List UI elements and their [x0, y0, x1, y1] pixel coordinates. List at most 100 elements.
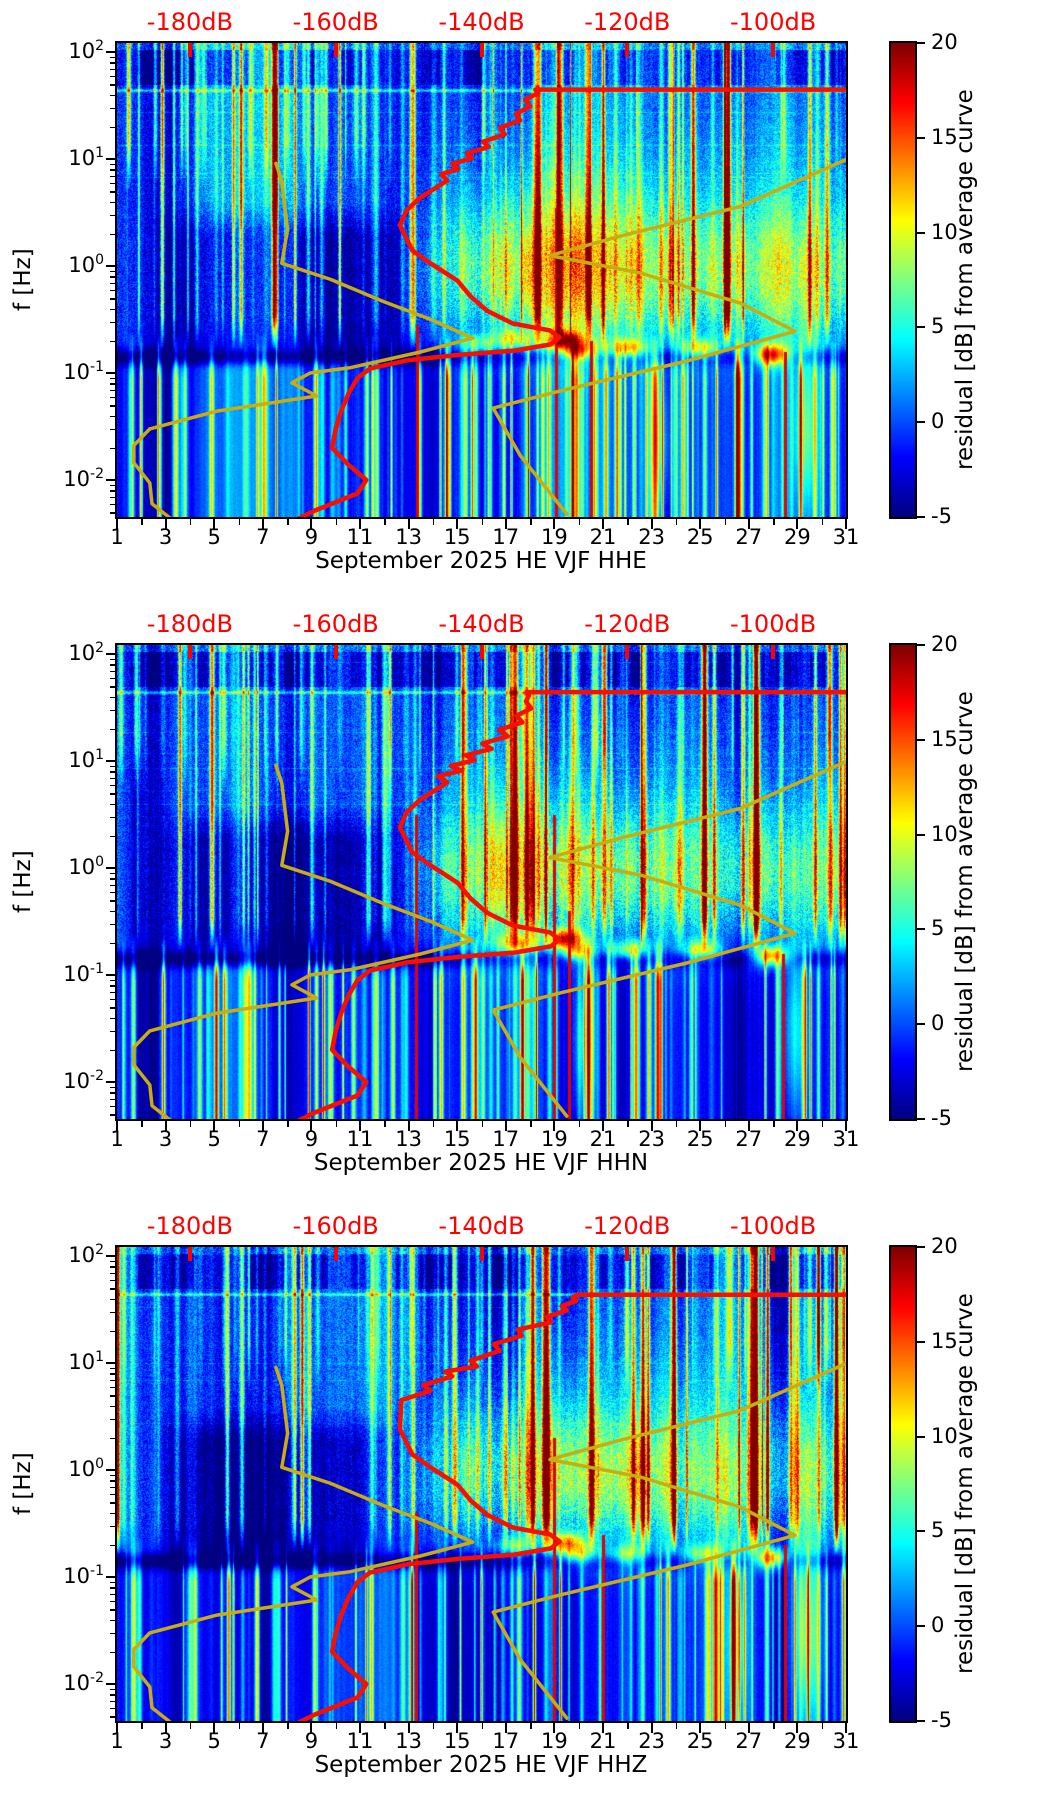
top-db-tick-label: -180dB	[146, 8, 233, 36]
y-minor-tick	[110, 428, 115, 431]
y-axis-title: f [Hz]	[10, 248, 36, 312]
x-major-tick	[747, 519, 750, 529]
top-db-tick	[333, 1247, 338, 1261]
x-major-tick	[845, 1121, 847, 1131]
y-minor-tick	[110, 816, 115, 819]
x-major-tick	[310, 1723, 313, 1733]
y-major-tick	[106, 866, 115, 869]
y-major-tick	[106, 371, 115, 374]
y-major-tick	[106, 478, 115, 481]
colorbar-tick	[917, 516, 925, 518]
y-minor-tick	[110, 321, 115, 324]
colorbar-tick-label: -5	[931, 1106, 952, 1130]
y-minor-tick	[110, 1367, 115, 1370]
x-tick-label: 13	[395, 1127, 422, 1151]
y-minor-tick	[110, 696, 115, 699]
colorbar-tick-label: 10	[931, 1423, 958, 1448]
y-minor-tick	[110, 191, 115, 193]
y-minor-tick	[110, 282, 115, 285]
y-minor-tick	[110, 872, 115, 875]
x-major-tick	[213, 1723, 216, 1733]
top-db-tick-label: -120dB	[584, 1212, 671, 1240]
y-minor-tick	[110, 765, 115, 768]
y-minor-tick	[110, 377, 115, 380]
x-major-tick	[650, 1121, 653, 1131]
colorbar-tick-label: 10	[931, 821, 958, 846]
colorbar-tick-label: 0	[931, 1011, 945, 1036]
top-db-tick	[333, 645, 338, 659]
x-minor-tick	[189, 519, 192, 525]
y-minor-tick	[110, 784, 115, 787]
y-axis-title: f [Hz]	[10, 850, 36, 914]
x-major-tick	[796, 1723, 799, 1733]
colorbar-tick	[917, 231, 925, 234]
x-minor-tick	[335, 519, 338, 525]
x-minor-tick	[481, 519, 483, 525]
x-minor-tick	[141, 519, 143, 525]
top-db-tick-label: -120dB	[584, 8, 671, 36]
x-tick-label: 3	[158, 1729, 173, 1753]
y-minor-tick	[110, 1581, 115, 1584]
y-minor-tick	[110, 107, 115, 110]
top-db-tick	[187, 1247, 192, 1261]
top-db-tick-label: -180dB	[146, 1212, 233, 1240]
y-minor-tick	[110, 979, 115, 982]
x-major-tick	[213, 1121, 216, 1131]
colorbar-tick	[917, 1118, 925, 1120]
x-tick-label: 25	[686, 525, 714, 549]
y-minor-tick	[110, 1105, 115, 1108]
x-tick-label: 5	[207, 525, 221, 549]
top-db-tick-label: -180dB	[146, 610, 233, 638]
spectrogram-heatmap-hhz	[117, 1247, 846, 1721]
x-major-tick	[796, 519, 799, 529]
x-major-tick	[553, 1723, 556, 1733]
y-minor-tick	[110, 182, 115, 185]
colorbar-tick	[917, 1023, 925, 1026]
panel-hhn: f [Hz] residual [dB] from average curve …	[0, 602, 1052, 1204]
colorbar-tick-label: 10	[931, 219, 958, 244]
y-tick-label: 100	[68, 1455, 104, 1481]
x-minor-tick	[773, 1121, 775, 1127]
x-tick-label: 9	[304, 525, 319, 549]
y-minor-tick	[110, 1092, 115, 1094]
x-minor-tick	[384, 1723, 386, 1729]
x-tick-label: 13	[395, 1729, 422, 1753]
y-minor-tick	[110, 1379, 115, 1382]
y-minor-tick	[110, 991, 115, 994]
top-db-tick-label: -140dB	[438, 8, 525, 36]
x-major-tick	[164, 1723, 167, 1733]
x-tick-label: 17	[492, 1729, 520, 1753]
top-db-tick	[771, 43, 776, 57]
x-minor-tick	[773, 519, 775, 525]
x-tick-label: 29	[784, 525, 811, 549]
y-minor-tick	[110, 1395, 115, 1397]
x-minor-tick	[481, 1121, 483, 1127]
y-minor-tick	[110, 94, 115, 97]
y-minor-tick	[110, 728, 115, 731]
x-major-tick	[164, 1121, 167, 1131]
x-major-tick	[699, 1121, 702, 1131]
x-tick-label: 15	[443, 1729, 471, 1753]
top-db-tick	[625, 645, 630, 659]
x-tick-label: 11	[346, 1729, 374, 1753]
x-tick-label: 3	[158, 1127, 173, 1151]
y-minor-tick	[110, 1086, 115, 1089]
y-minor-tick	[110, 1288, 115, 1290]
y-minor-tick	[110, 1694, 115, 1696]
y-minor-tick	[110, 884, 115, 887]
y-minor-tick	[110, 340, 115, 343]
x-tick-label: 15	[443, 525, 471, 549]
colorbar-title: residual [dB] from average curve	[952, 691, 978, 1073]
y-minor-tick	[110, 1311, 115, 1314]
y-minor-tick	[110, 910, 115, 913]
top-db-tick	[625, 1247, 630, 1261]
y-minor-tick	[110, 1502, 115, 1504]
y-minor-tick	[110, 496, 115, 499]
y-minor-tick	[110, 1512, 115, 1515]
x-minor-tick	[141, 1121, 143, 1127]
x-axis-title-hhe: September 2025 HE VJF HHE	[315, 548, 647, 574]
top-db-tick	[479, 43, 484, 57]
x-major-tick	[407, 1121, 410, 1131]
x-tick-label: 27	[735, 1127, 763, 1151]
top-db-tick-label: -120dB	[584, 610, 671, 638]
